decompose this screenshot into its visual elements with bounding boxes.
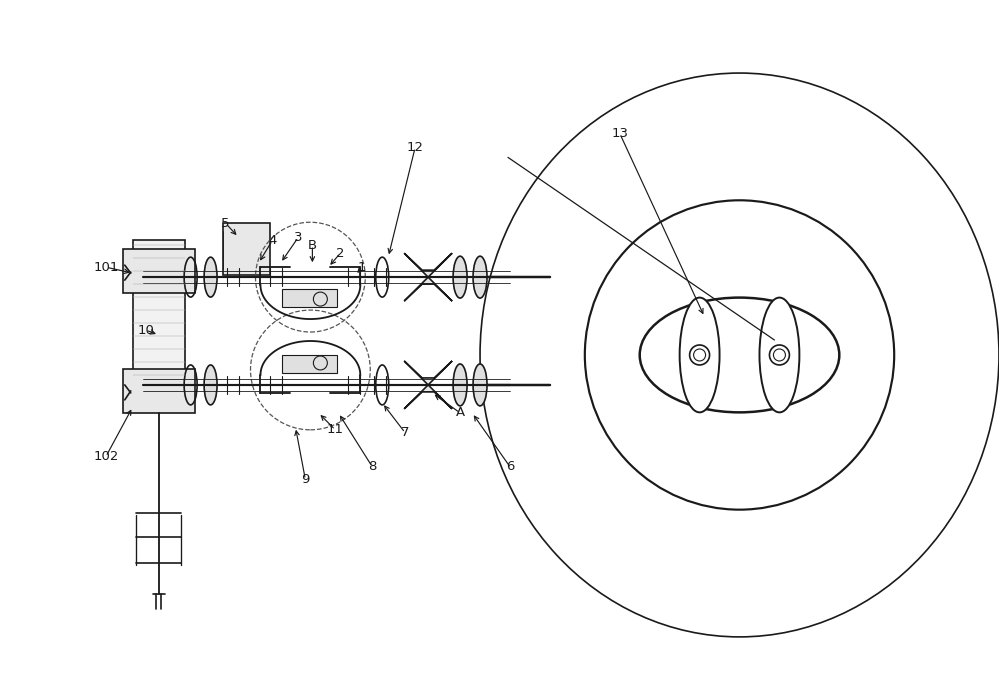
Text: 11: 11 bbox=[327, 423, 344, 436]
Ellipse shape bbox=[204, 257, 217, 297]
Ellipse shape bbox=[473, 364, 487, 406]
Ellipse shape bbox=[453, 256, 467, 298]
Text: 2: 2 bbox=[336, 247, 345, 260]
Bar bbox=[123, 369, 195, 413]
Text: 12: 12 bbox=[407, 141, 424, 154]
Text: 13: 13 bbox=[611, 127, 628, 140]
Text: 10: 10 bbox=[137, 323, 154, 336]
Bar bbox=[223, 223, 270, 275]
Text: 101: 101 bbox=[93, 261, 118, 273]
Ellipse shape bbox=[473, 256, 487, 298]
Bar bbox=[282, 355, 337, 373]
Text: 5: 5 bbox=[221, 216, 230, 229]
Bar bbox=[133, 240, 185, 380]
Polygon shape bbox=[404, 253, 452, 277]
Ellipse shape bbox=[204, 365, 217, 405]
Polygon shape bbox=[404, 277, 452, 301]
Polygon shape bbox=[404, 385, 452, 409]
Text: 3: 3 bbox=[294, 231, 303, 244]
Bar bbox=[282, 289, 337, 307]
Text: 1: 1 bbox=[358, 261, 367, 273]
Text: 4: 4 bbox=[268, 234, 277, 247]
Text: B: B bbox=[308, 238, 317, 251]
Ellipse shape bbox=[680, 297, 720, 412]
Ellipse shape bbox=[453, 364, 467, 406]
Bar bbox=[123, 249, 195, 293]
Polygon shape bbox=[404, 361, 452, 385]
Ellipse shape bbox=[759, 297, 799, 412]
Text: 7: 7 bbox=[401, 426, 409, 439]
Text: 6: 6 bbox=[506, 460, 514, 473]
Text: 8: 8 bbox=[368, 460, 376, 473]
Text: 102: 102 bbox=[93, 450, 118, 463]
Text: A: A bbox=[456, 406, 465, 419]
Text: 9: 9 bbox=[301, 473, 310, 486]
